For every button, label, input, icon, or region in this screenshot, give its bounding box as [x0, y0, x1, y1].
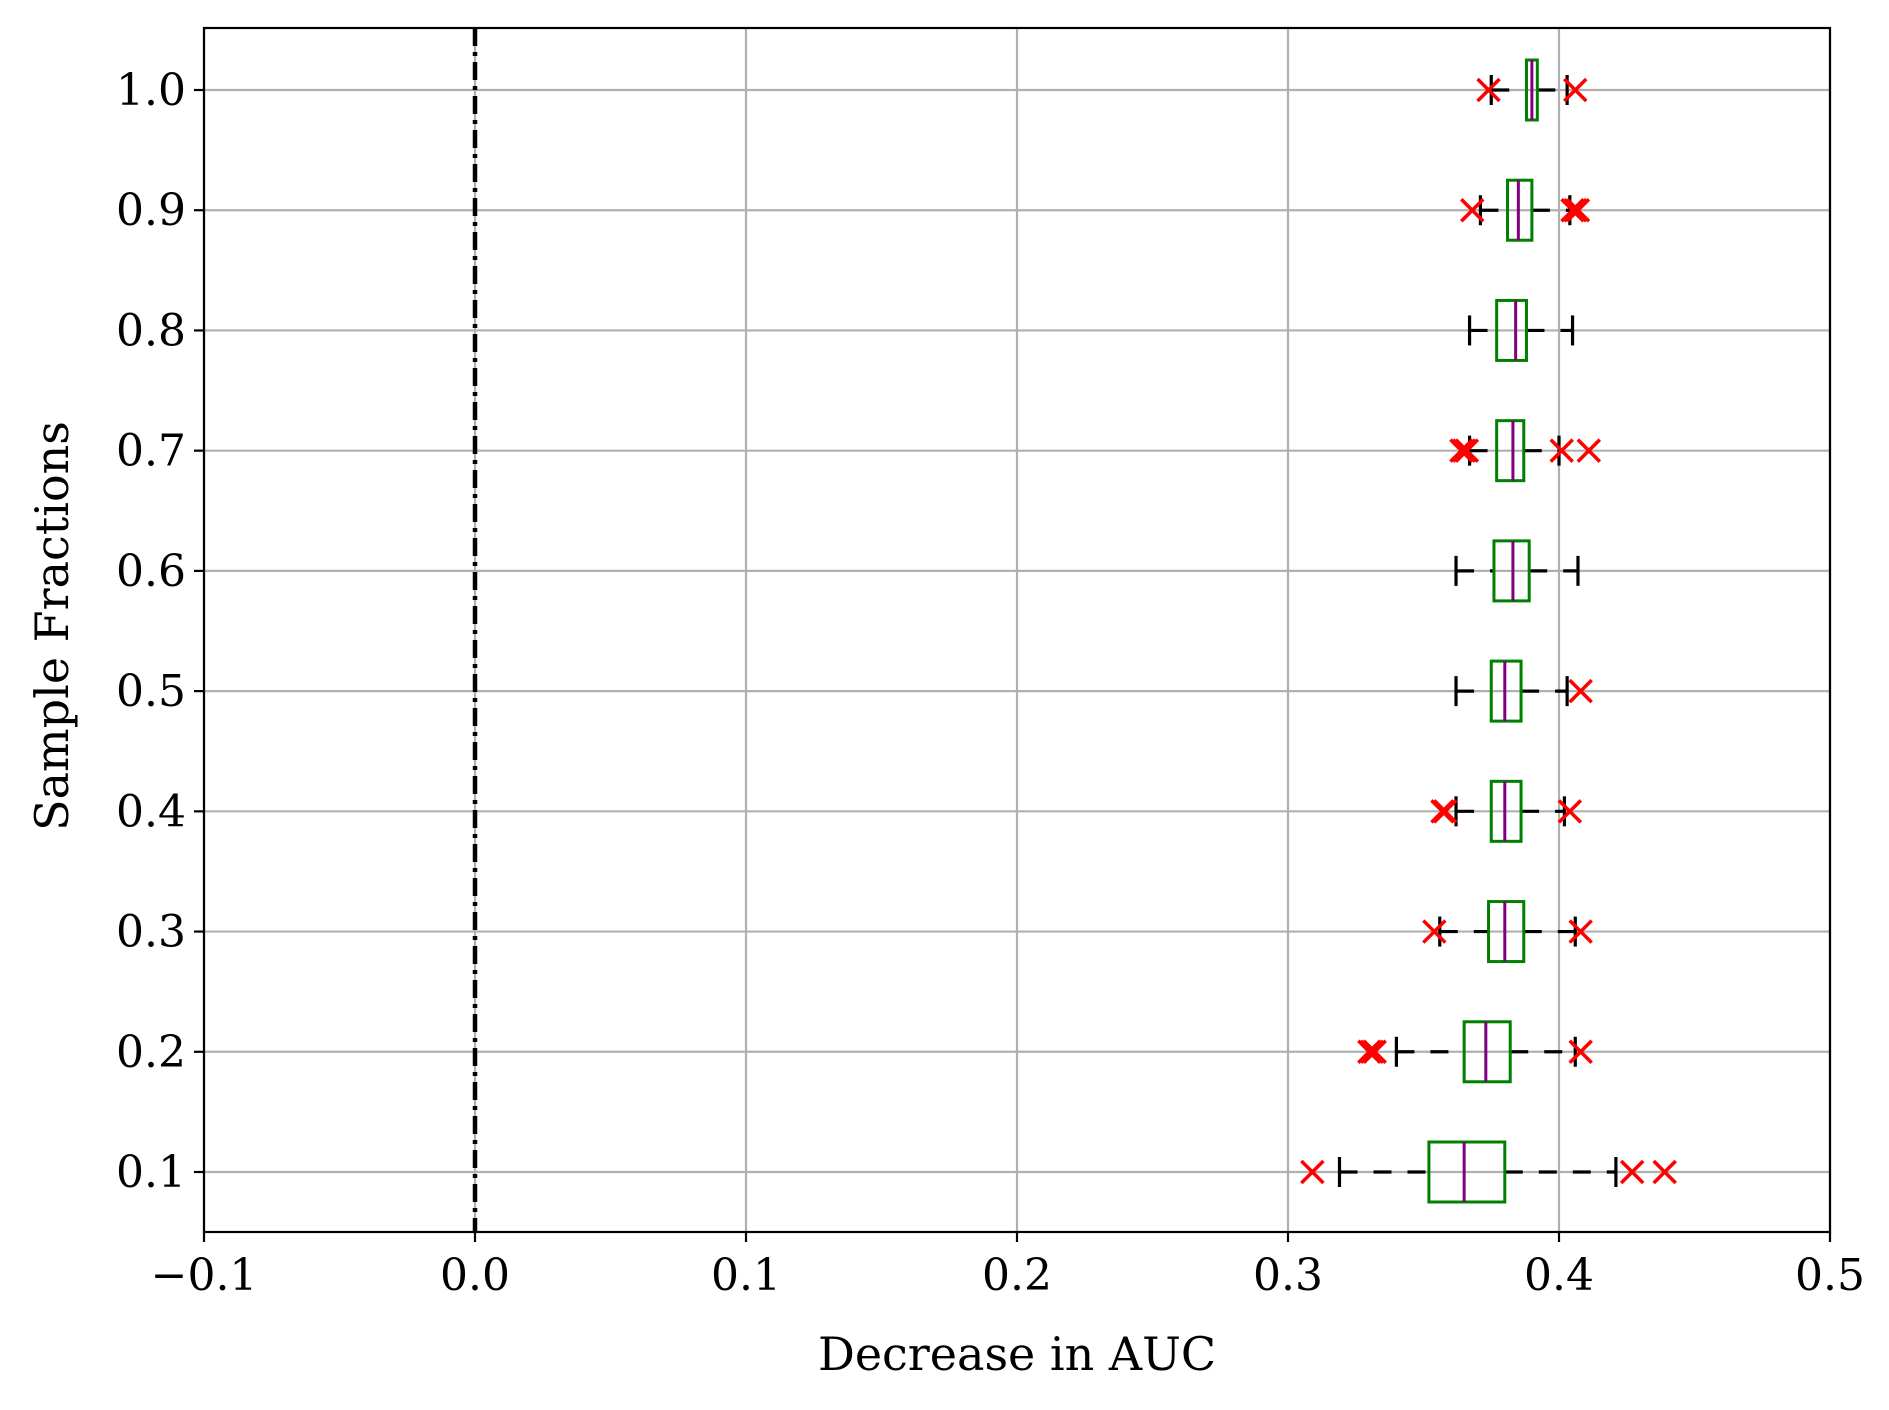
- x-tick-label: 0.2: [982, 1250, 1052, 1301]
- box-0.7: [1449, 419, 1602, 483]
- flier-marker: [1565, 197, 1591, 223]
- y-tick-label: 0.4: [116, 786, 186, 837]
- flier-marker: [1451, 438, 1477, 463]
- flier-stroke: [1460, 197, 1485, 223]
- flier-marker: [1549, 438, 1574, 463]
- flier-marker: [1563, 197, 1588, 223]
- flier-stroke: [1652, 1159, 1677, 1185]
- flier-marker: [1560, 197, 1585, 223]
- box-0.1: [1300, 1140, 1677, 1204]
- flier-marker: [1300, 1159, 1325, 1185]
- boxes: [1300, 58, 1677, 1204]
- flier-stroke: [1449, 438, 1474, 463]
- flier-marker: [1563, 77, 1588, 103]
- flier-marker: [1430, 799, 1455, 824]
- x-tick-label: 0.0: [440, 1250, 510, 1301]
- flier-marker: [1422, 919, 1447, 944]
- flier-stroke: [1619, 1159, 1645, 1185]
- flier-marker: [1357, 1039, 1382, 1065]
- flier-stroke: [1565, 197, 1591, 223]
- flier-marker: [1449, 438, 1474, 463]
- y-axis-label: Sample Fractions: [25, 421, 79, 831]
- flier-stroke: [1300, 1159, 1325, 1185]
- box-1.0: [1476, 58, 1588, 122]
- x-axis-label: Decrease in AUC: [818, 1327, 1216, 1381]
- flier-stroke: [1560, 197, 1585, 223]
- flier-marker: [1568, 919, 1593, 944]
- box-0.6: [1454, 539, 1580, 603]
- flier-stroke: [1476, 77, 1501, 103]
- flier-marker: [1454, 438, 1480, 463]
- flier-stroke: [1454, 438, 1480, 463]
- y-tick-label: 0.7: [116, 426, 186, 477]
- box-iqr: [1427, 1140, 1507, 1204]
- x-tick-label: 0.5: [1795, 1250, 1865, 1301]
- flier-stroke: [1557, 799, 1583, 824]
- flier-stroke: [1422, 919, 1447, 944]
- flier-stroke: [1451, 438, 1477, 463]
- box-iqr: [1495, 298, 1528, 362]
- flier-marker: [1652, 1159, 1677, 1185]
- box-0.4: [1430, 779, 1583, 843]
- flier-stroke: [1576, 438, 1602, 463]
- flier-stroke: [1357, 1039, 1382, 1065]
- flier-marker: [1362, 1039, 1387, 1065]
- ticks: −0.1 0.0 0.1 0.2 0.3 0.4 0.5 0.1 0.2 0.3 0.4 0.5 0.6…: [116, 65, 1865, 1301]
- box-0.2: [1357, 1020, 1593, 1084]
- y-tick-label: 0.2: [116, 1027, 186, 1078]
- flier-stroke: [1432, 799, 1458, 824]
- flier-stroke: [1563, 77, 1588, 103]
- flier-stroke: [1362, 1039, 1387, 1065]
- flier-marker: [1576, 438, 1602, 463]
- box-0.9: [1460, 178, 1591, 242]
- x-tick-label: −0.1: [151, 1250, 258, 1301]
- flier-stroke: [1430, 799, 1455, 824]
- flier-marker: [1619, 1159, 1645, 1185]
- box-0.5: [1454, 659, 1593, 723]
- flier-stroke: [1359, 1039, 1385, 1065]
- box-0.8: [1467, 298, 1575, 362]
- flier-stroke: [1563, 197, 1588, 223]
- flier-stroke: [1568, 678, 1593, 704]
- y-tick-label: 0.8: [116, 305, 186, 356]
- y-tick-label: 0.6: [116, 546, 186, 597]
- y-tick-label: 0.5: [116, 666, 186, 717]
- y-tick-label: 0.9: [116, 185, 186, 236]
- flier-stroke: [1549, 438, 1574, 463]
- flier-marker: [1557, 799, 1583, 824]
- y-tick-label: 0.1: [116, 1147, 186, 1198]
- flier-marker: [1359, 1039, 1385, 1065]
- flier-marker: [1432, 799, 1458, 824]
- flier-marker: [1568, 1039, 1593, 1065]
- flier-stroke: [1568, 1039, 1593, 1065]
- x-tick-label: 0.3: [1253, 1250, 1323, 1301]
- y-tick-label: 1.0: [116, 65, 186, 116]
- flier-marker: [1460, 197, 1485, 223]
- box-0.3: [1422, 900, 1593, 964]
- box-iqr: [1495, 419, 1526, 483]
- x-tick-label: 0.4: [1524, 1250, 1594, 1301]
- flier-marker: [1568, 678, 1593, 704]
- flier-marker: [1476, 77, 1501, 103]
- y-tick-label: 0.3: [116, 907, 186, 958]
- flier-stroke: [1568, 919, 1593, 944]
- x-tick-label: 0.1: [711, 1250, 781, 1301]
